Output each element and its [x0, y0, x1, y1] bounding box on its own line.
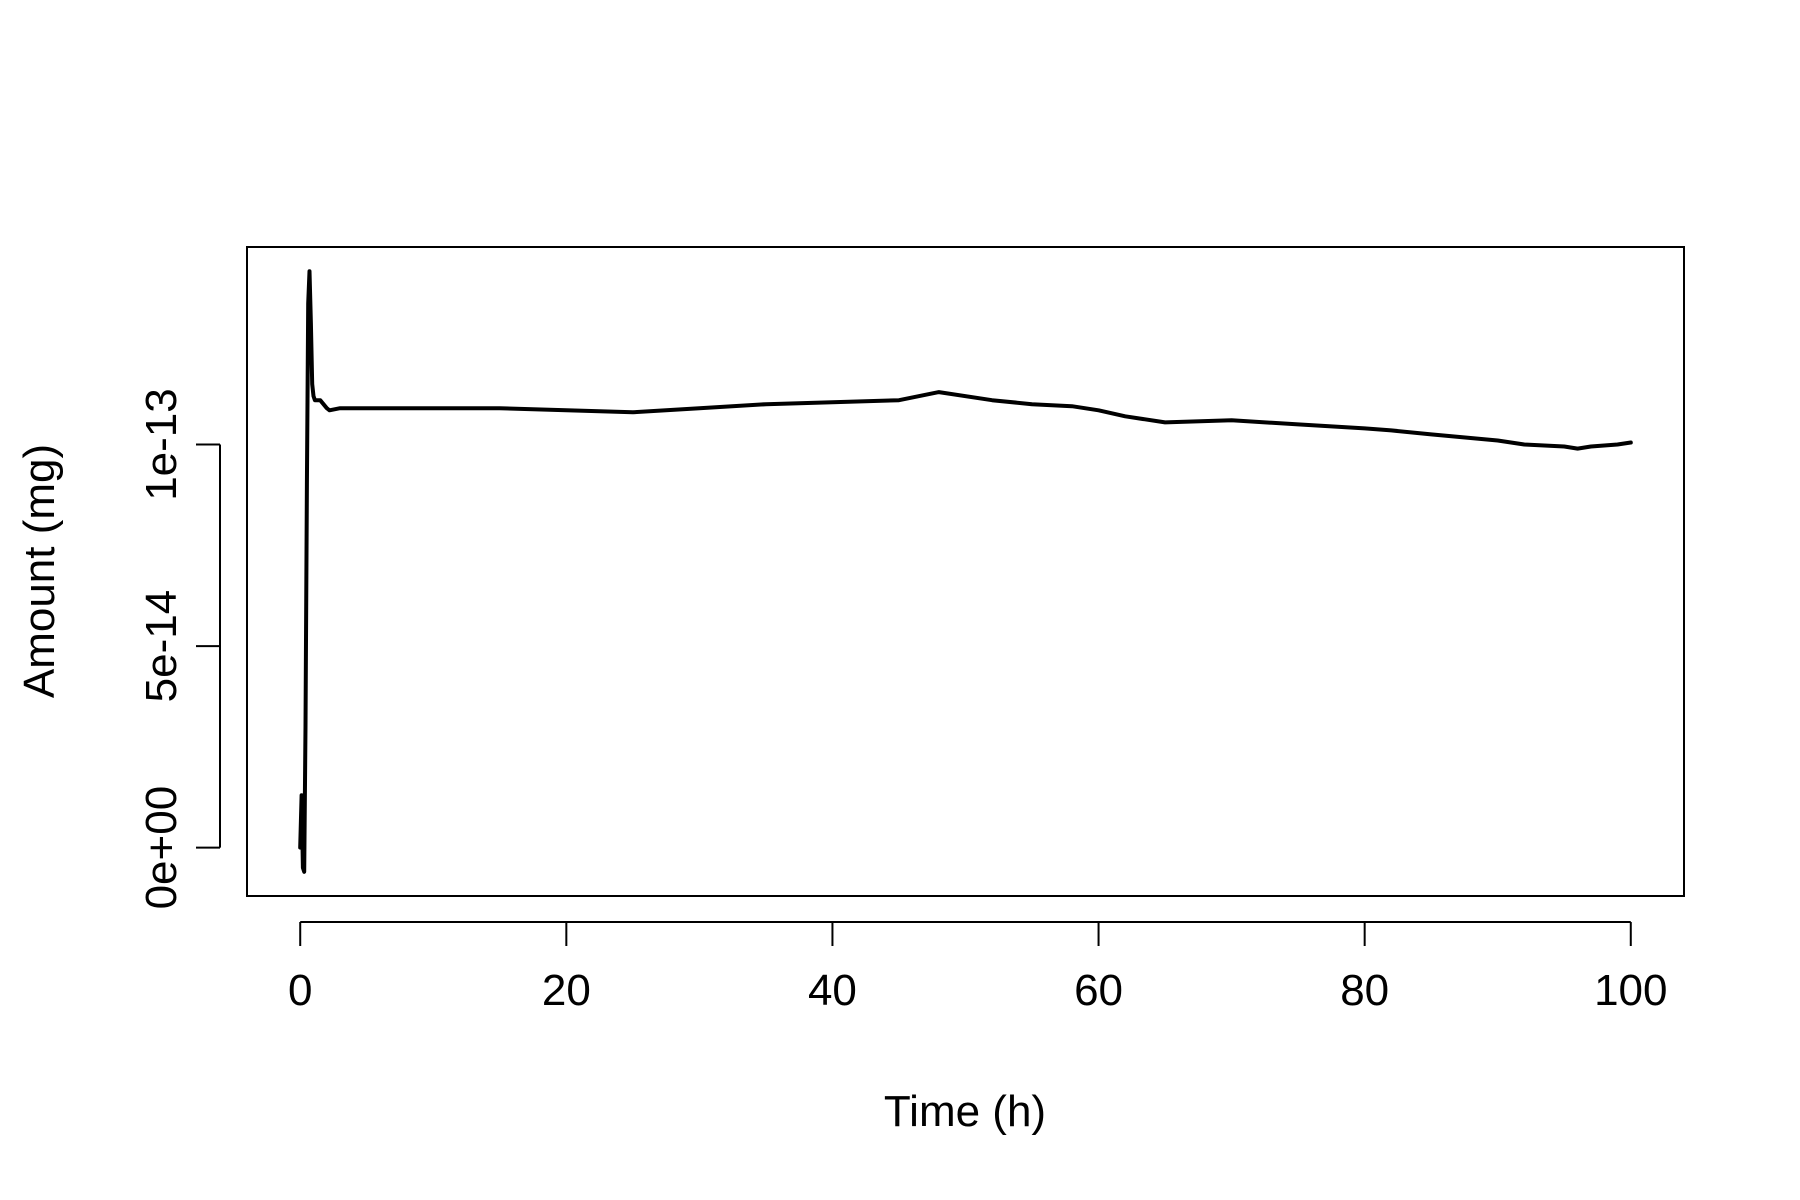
x-tick-label: 40 — [808, 966, 857, 1015]
y-tick-label: 1e-13 — [137, 388, 186, 501]
x-tick-label: 20 — [542, 966, 591, 1015]
x-axis-label: Time (h) — [884, 1087, 1046, 1136]
series-layer — [298, 269, 1633, 874]
x-axis: 0 20 40 60 80 100 — [288, 921, 1667, 1015]
y-tick-label: 5e-14 — [137, 590, 186, 703]
x-tick-label: 100 — [1594, 966, 1667, 1015]
plot-frame — [246, 246, 1685, 897]
series-line-0 — [298, 269, 1633, 874]
x-tick-label: 0 — [288, 966, 312, 1015]
y-axis: 0e+00 5e-14 1e-13 — [137, 388, 221, 910]
x-tick-label: 80 — [1340, 966, 1389, 1015]
y-tick-label: 0e+00 — [137, 786, 186, 910]
y-axis-label: Amount (mg) — [15, 444, 64, 698]
x-tick-label: 60 — [1074, 966, 1123, 1015]
